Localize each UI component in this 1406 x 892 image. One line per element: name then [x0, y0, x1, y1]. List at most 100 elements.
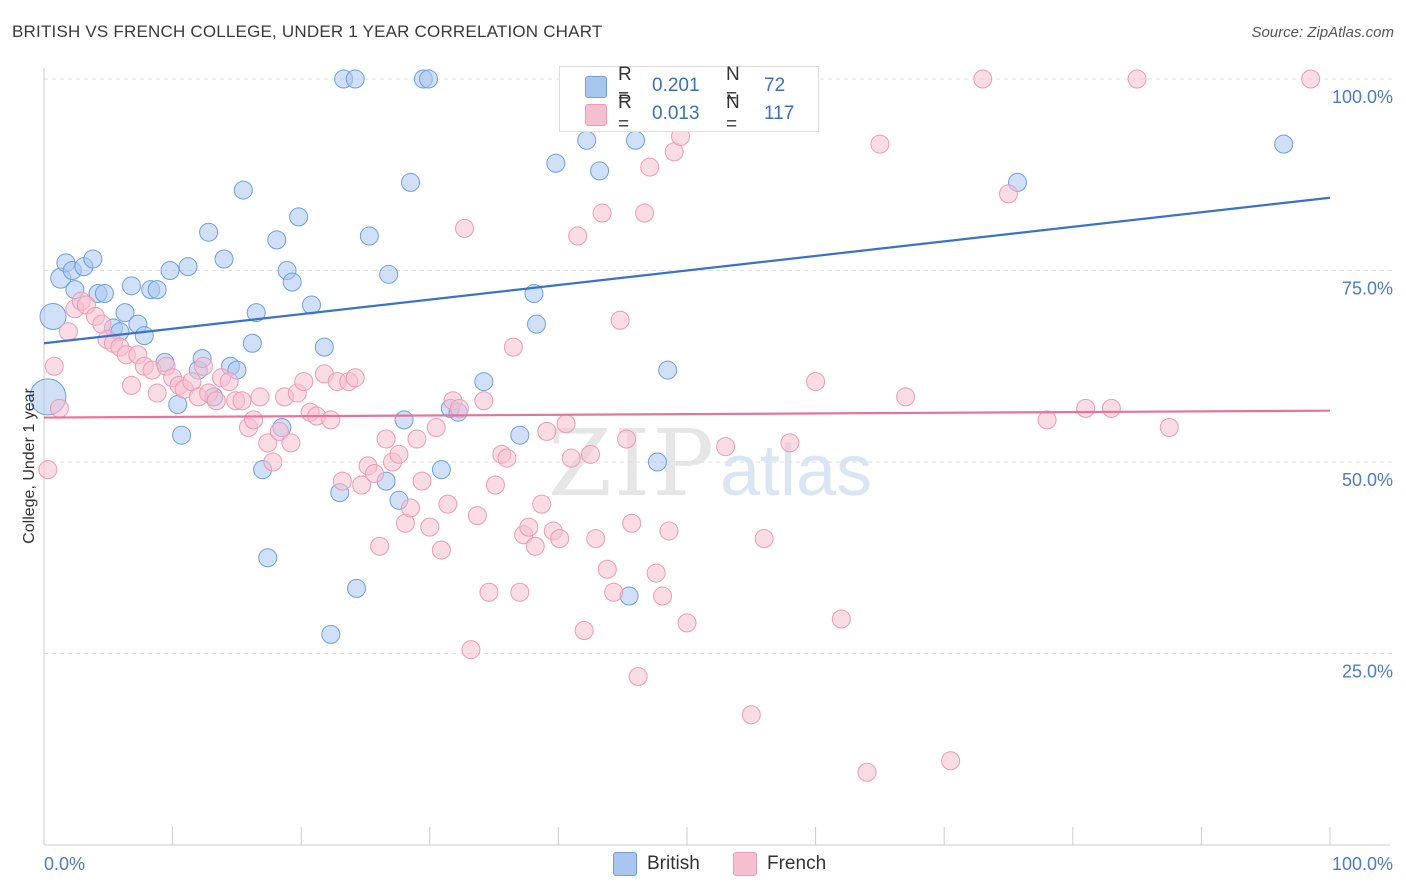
french-point [617, 429, 637, 449]
french-point [568, 226, 588, 246]
french-point [857, 762, 877, 782]
french-point [581, 444, 601, 464]
french-point [345, 368, 365, 388]
french-point [193, 356, 213, 376]
french-swatch [585, 104, 607, 126]
french-point [806, 372, 826, 392]
french-point [653, 586, 673, 606]
british-point [134, 326, 154, 346]
french-point [1159, 418, 1179, 438]
british-point [314, 337, 334, 357]
british-point [419, 69, 439, 89]
chart-title: BRITISH VS FRENCH COLLEGE, UNDER 1 YEAR … [12, 22, 603, 41]
french-point [640, 157, 660, 177]
french-point [677, 613, 697, 633]
french-point [532, 494, 552, 514]
french-point [716, 437, 736, 457]
french-point [352, 475, 372, 495]
french-r-label: R = [618, 92, 632, 135]
french-point [622, 513, 642, 533]
french-point [525, 536, 545, 556]
axes [43, 68, 1390, 846]
french-point [365, 463, 385, 483]
french-point [250, 387, 270, 407]
french-point [604, 582, 624, 602]
british-point [233, 180, 253, 200]
french-point [219, 372, 239, 392]
british-point [172, 425, 192, 445]
french-point [503, 337, 523, 357]
french-point [232, 391, 252, 411]
y-tick-label: 75.0% [1342, 279, 1393, 299]
y-tick-label: 50.0% [1342, 470, 1393, 490]
y-tick-label: 100.0% [1332, 87, 1393, 107]
french-point [1101, 398, 1121, 418]
french-legend-swatch [733, 852, 757, 876]
british-point [199, 222, 219, 242]
french-point [38, 460, 58, 480]
french-point [628, 666, 648, 686]
british-points [29, 69, 1294, 644]
british-point [647, 452, 667, 472]
french-point [870, 134, 890, 154]
french-point [281, 433, 301, 453]
source-label: Source: ZipAtlas.com [1251, 24, 1394, 41]
french-point [497, 448, 517, 468]
french-point [449, 398, 469, 418]
british-point [1274, 134, 1294, 154]
french-point [467, 506, 487, 526]
french-point [479, 582, 499, 602]
british-point [214, 249, 234, 269]
french-point [510, 582, 530, 602]
french-point [438, 494, 458, 514]
british-point [431, 460, 451, 480]
french-point [258, 433, 278, 453]
french-point [741, 705, 761, 725]
british-point [178, 257, 198, 277]
french-point [659, 521, 679, 541]
british-r-value: 0.201 [652, 75, 700, 96]
french-point [370, 536, 390, 556]
british-point [282, 272, 302, 292]
british-point [115, 303, 135, 323]
french-point [999, 184, 1018, 204]
french-point [831, 609, 851, 629]
british-point [160, 261, 180, 280]
british-point [258, 548, 278, 568]
grid [44, 78, 1392, 654]
british-point [394, 410, 414, 430]
french-point [412, 471, 432, 491]
british-point [658, 360, 678, 380]
british-legend-swatch [613, 852, 637, 876]
french-point [610, 310, 630, 330]
french-point [58, 322, 78, 342]
french-n-value: 117 [764, 103, 795, 124]
french-point [121, 375, 141, 395]
british-point [577, 130, 597, 150]
french-point [389, 444, 409, 464]
french-point [263, 452, 283, 472]
british-r-label: R = [618, 64, 632, 107]
british-point [590, 161, 610, 181]
british-point [147, 280, 167, 300]
british-point [321, 624, 341, 644]
british-point [510, 425, 530, 445]
british-point [401, 172, 421, 192]
french-point [550, 529, 570, 549]
french-point [1076, 398, 1096, 418]
french-point [1037, 410, 1057, 430]
french-point [49, 398, 69, 418]
french-point [407, 429, 427, 449]
bottom-legend-french: French [733, 851, 826, 877]
british-point [345, 69, 365, 89]
british-point [121, 276, 141, 296]
british-legend-label: British [647, 853, 700, 874]
french-point [474, 391, 494, 411]
british-point [379, 264, 399, 284]
french-point [431, 540, 451, 560]
french-point [592, 203, 612, 223]
french-point [597, 559, 617, 579]
french-point [973, 69, 993, 89]
french-point [332, 471, 352, 491]
